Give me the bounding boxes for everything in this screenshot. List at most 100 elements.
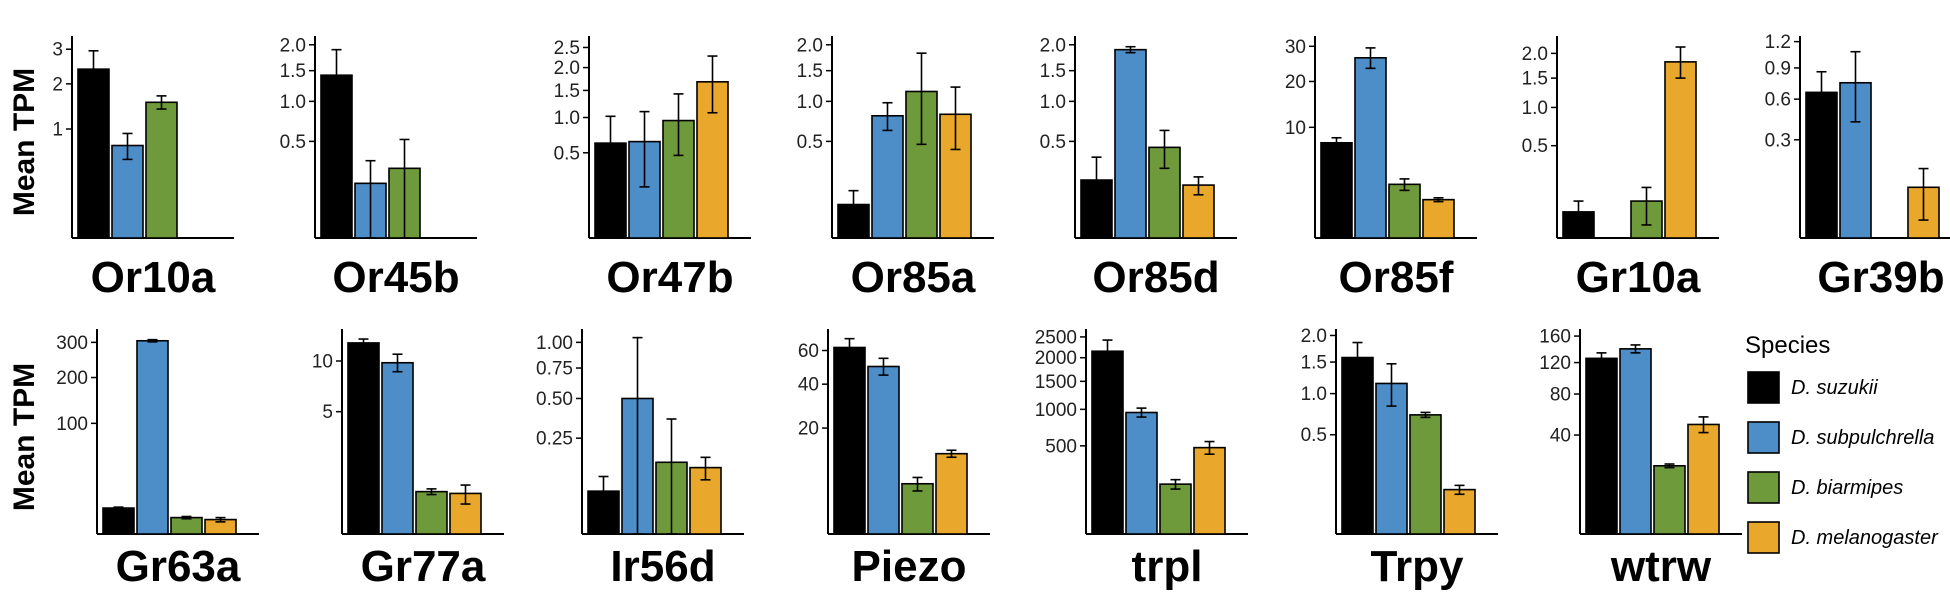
y-tick-label: 1.5 <box>554 81 580 102</box>
panel-or45b: 0.5 1.0 1.5 2.0 Or45b <box>280 35 477 302</box>
y-tick-label: 0.75 <box>536 359 573 380</box>
legend-title: Species <box>1745 332 1830 359</box>
y-tick-label: 5 <box>322 402 333 423</box>
bar-gr10a-3 <box>1664 61 1697 239</box>
panel-title: Or47b <box>606 253 733 302</box>
bar-trpy-2 <box>1409 414 1442 535</box>
bar-or10a-0 <box>77 68 110 239</box>
panel-title: wtrw <box>1610 542 1712 591</box>
y-tick-label: 0.3 <box>1765 130 1791 151</box>
y-tick-label: 2.5 <box>554 38 580 59</box>
y-tick-label: 500 <box>1045 436 1077 457</box>
y-tick-label: 20 <box>798 419 819 440</box>
y-tick-label: 1.5 <box>1040 61 1066 82</box>
y-tick-label: 2.0 <box>1301 326 1327 347</box>
panels: 123Or10a0.51.01.52.0Or45b0.51.01.52.02.5… <box>52 32 1950 591</box>
bar-wtrw-1 <box>1619 348 1652 535</box>
bar-wtrw-3 <box>1687 423 1720 535</box>
bar-wtrw-0 <box>1585 357 1618 535</box>
panel-wtrw: 40 80 120 160 wtrw <box>1539 327 1742 591</box>
y-tick-label: 10 <box>1285 118 1306 139</box>
bar-or85f-3 <box>1422 198 1455 239</box>
bar-or85a-1 <box>871 114 904 239</box>
y-tick-label: 1.00 <box>536 333 573 354</box>
y-tick-label: 10 <box>312 352 333 373</box>
panel-title: Or85f <box>1339 253 1454 302</box>
legend: Species D. suzukii D. subpulchrella D. bia… <box>1745 332 1939 554</box>
y-axis-title: Mean TPM <box>8 68 41 216</box>
y-tick-label: 40 <box>798 375 819 396</box>
panel-title: Gr63a <box>116 542 241 591</box>
y-tick-label: 0.5 <box>1040 132 1066 153</box>
y-tick-label: 2.0 <box>797 35 823 56</box>
legend-label: D. biarmipes <box>1791 477 1903 499</box>
bar-wtrw-2 <box>1653 464 1686 535</box>
bar-trpy-0 <box>1341 356 1374 535</box>
y-tick-label: 0.50 <box>536 389 573 410</box>
legend-label: D. melanogaster <box>1791 527 1939 549</box>
y-tick-label: 1000 <box>1035 400 1077 421</box>
y-tick-label: 2.0 <box>1040 35 1066 56</box>
panel-title: Or10a <box>91 253 216 302</box>
panel-title: trpl <box>1132 542 1203 591</box>
bar-trpy-1 <box>1375 382 1408 535</box>
y-tick-label: 300 <box>56 333 88 354</box>
panel-or85f: 10 20 30 Or85f <box>1285 36 1477 302</box>
bar-gr77a-1 <box>381 361 414 535</box>
y-tick-label: 2.0 <box>280 35 306 56</box>
bar-or85f-2 <box>1388 183 1421 239</box>
y-tick-label: 0.5 <box>797 132 823 153</box>
bar-or85d-1 <box>1114 48 1147 239</box>
bar-gr63a-0 <box>102 507 135 535</box>
panel-title: Gr10a <box>1576 253 1701 302</box>
y-tick-label: 1.0 <box>797 92 823 113</box>
y-axis-labels: Mean TPM Mean TPM <box>8 68 41 511</box>
panel-ir56d: 0.25 0.50 0.75 1.00 Ir56d <box>536 329 744 591</box>
panel-title: Or45b <box>332 253 459 302</box>
bar-gr77a-0 <box>347 342 380 535</box>
bar-trpl-2 <box>1159 483 1192 535</box>
y-tick-label: 2500 <box>1035 327 1077 348</box>
bar-piezo-0 <box>833 346 866 535</box>
bar-trpl-1 <box>1125 411 1158 535</box>
y-tick-label: 40 <box>1550 426 1571 447</box>
panel-title: Ir56d <box>610 542 715 591</box>
panel-title: Piezo <box>852 542 967 591</box>
y-tick-label: 1.2 <box>1765 32 1791 53</box>
bar-trpl-0 <box>1091 350 1124 535</box>
y-tick-label: 0.9 <box>1765 58 1791 79</box>
legend-swatch <box>1747 421 1780 454</box>
legend-label: D. subpulchrella <box>1791 427 1934 449</box>
y-tick-label: 100 <box>56 414 88 435</box>
y-tick-label: 20 <box>1285 72 1306 93</box>
y-tick-label: 1 <box>52 120 63 141</box>
y-tick-label: 0.25 <box>536 429 573 450</box>
y-axis-title: Mean TPM <box>8 363 41 511</box>
y-tick-label: 0.5 <box>280 132 306 153</box>
legend-swatch <box>1747 371 1780 404</box>
y-tick-label: 1500 <box>1035 372 1077 393</box>
panel-or85a: 0.5 1.0 1.5 2.0 Or85a <box>797 35 994 302</box>
bar-gr63a-2 <box>170 516 203 535</box>
panel-trpy: 0.5 1.0 1.5 2.0 Trpy <box>1301 326 1498 591</box>
panel-title: Gr77a <box>361 542 486 591</box>
panel-piezo: 20 40 60 Piezo <box>798 329 990 591</box>
legend-swatch <box>1747 521 1780 554</box>
y-tick-label: 120 <box>1539 353 1571 374</box>
y-tick-label: 1.0 <box>1301 384 1327 405</box>
legend-label: D. suzukii <box>1791 377 1878 399</box>
y-tick-label: 1.5 <box>1301 353 1327 374</box>
bar-trpy-3 <box>1443 488 1476 535</box>
y-tick-label: 2.0 <box>1522 44 1548 65</box>
panel-gr63a: 100 200 300 Gr63a <box>56 329 259 591</box>
y-tick-label: 2 <box>52 74 63 95</box>
panel-or85d: 0.5 1.0 1.5 2.0 Or85d <box>1040 35 1237 302</box>
panel-gr39b: 0.3 0.6 0.9 1.2 Gr39b <box>1765 32 1950 302</box>
y-tick-label: 0.5 <box>1522 136 1548 157</box>
panel-title: Trpy <box>1371 542 1464 591</box>
panel-or47b: 0.5 1.0 1.52.02.5 Or47b <box>554 36 751 302</box>
panel-or10a: 1 2 3 Or10a <box>52 36 234 302</box>
bar-or85f-0 <box>1320 141 1353 239</box>
panel-gr77a: 5 10 Gr77a <box>312 329 504 591</box>
